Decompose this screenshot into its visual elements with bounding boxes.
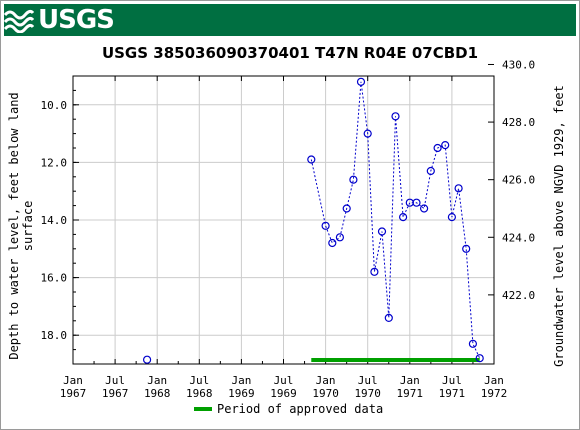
data-point [335,233,344,242]
y-left-axis-title: Depth to water level, feet below land su… [7,92,35,359]
data-series [143,77,484,364]
data-point [143,355,152,364]
chart-title: USGS 385036090370401 T47N R04E 07CBD1 [102,44,478,62]
x-tick-label: Jul [358,374,378,387]
data-point [307,155,316,164]
x-tick-label: Jul [274,374,294,387]
x-tick-label: Jan [400,374,420,387]
legend-label: Period of approved data [217,402,383,416]
x-tick-label: Jan [63,374,83,387]
axes: Jan1967Jul1967Jan1968Jul1968Jan1969Jul19… [41,58,536,400]
y-left-tick-label: 12.0 [41,156,68,169]
y-right-tick-label: 422.0 [502,289,535,302]
x-tick-label-year: 1968 [186,387,213,400]
y-right-axis-title: Groundwater level above NGVD 1929, feet [552,85,566,367]
y-left-tick-label: 18.0 [41,329,68,342]
y-right-title: Groundwater level above NGVD 1929, feet [552,85,566,367]
usgs-logo[interactable]: USGS [4,4,115,36]
x-tick-label: Jan [316,374,336,387]
data-point [468,339,477,348]
y-left-tick-label: 16.0 [41,272,68,285]
x-tick-label-year: 1969 [228,387,255,400]
data-point [412,198,421,207]
x-tick-label-year: 1967 [60,387,87,400]
data-point [441,141,450,150]
x-tick-label: Jul [189,374,209,387]
y-right-tick-label: 424.0 [502,231,535,244]
data-point [363,129,372,138]
x-tick-label-year: 1970 [354,387,381,400]
data-point [475,354,484,363]
x-tick-label-year: 1971 [397,387,424,400]
x-tick-label: Jan [484,374,504,387]
usgs-logo-text: USGS [38,5,115,35]
x-tick-label-year: 1972 [481,387,508,400]
series-line [310,81,481,359]
x-tick-label: Jul [442,374,462,387]
data-point [328,238,337,248]
data-point [391,112,400,121]
usgs-wave-icon [4,7,34,33]
data-point [420,204,429,213]
x-tick-label-year: 1971 [439,387,466,400]
y-right-tick-label: 428.0 [502,116,535,129]
data-point [384,313,393,322]
usgs-banner [4,4,576,36]
y-left-tick-label: 14.0 [41,214,68,227]
data-point [377,227,387,236]
x-tick-label-year: 1969 [270,387,297,400]
data-point [433,143,442,153]
data-point [321,221,330,230]
y-left-title-line1: Depth to water level, feet below land [7,92,21,359]
y-left-tick-label: 10.0 [41,99,68,112]
data-point [399,213,408,222]
x-tick-label: Jan [231,374,251,387]
data-point [426,166,435,176]
x-tick-label-year: 1968 [144,387,171,400]
x-tick-label-year: 1970 [312,387,339,400]
y-right-tick-label: 426.0 [502,174,535,187]
data-point [370,267,379,276]
grid-lines [73,76,494,364]
data-point [462,244,471,253]
y-left-title-line2: surface [21,201,35,252]
data-point [342,204,351,213]
x-tick-label-year: 1967 [102,387,129,400]
data-point [356,77,366,86]
data-point [454,184,463,193]
x-tick-label: Jan [147,374,167,387]
y-right-tick-label: 430.0 [502,58,535,71]
data-point [349,175,358,184]
legend: Period of approved data [194,402,383,416]
x-tick-label: Jul [105,374,125,387]
data-point [447,213,456,222]
